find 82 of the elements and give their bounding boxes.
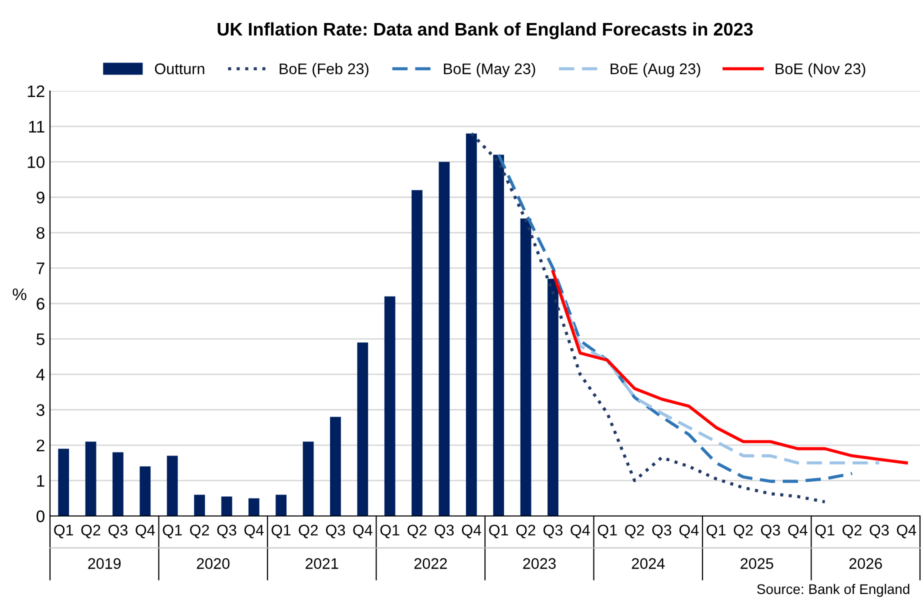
y-axis-title: % (12, 288, 26, 300)
bar (466, 134, 477, 516)
x-tick-label: Q2 (408, 524, 426, 538)
bar (548, 278, 558, 516)
x-tick-label: Q4 (679, 524, 699, 538)
bar (166, 456, 178, 516)
x-tick-label: Q1 (598, 524, 617, 538)
line-series (470, 132, 826, 504)
x-tick-label: Q1 (489, 524, 508, 538)
y-tick-label: 7 (36, 262, 44, 274)
x-tick-label: Q2 (842, 524, 862, 538)
legend-label: BoE (Feb 23) (280, 63, 368, 78)
y-tick-label: 1 (37, 475, 44, 487)
legend-label: BoE (May 23) (444, 63, 536, 78)
bar (112, 452, 124, 516)
bar (384, 296, 396, 516)
x-tick-label: Q2 (81, 524, 100, 538)
text: 2026 (849, 558, 882, 569)
bar (438, 162, 450, 516)
text: 2025 (740, 558, 774, 569)
x-tick-label: Q4 (788, 524, 808, 538)
x-tick-label: Q4 (570, 524, 590, 538)
x-tick-label: Q3 (326, 524, 345, 538)
text: 2020 (196, 558, 230, 569)
x-tick-label: Q1 (272, 524, 291, 538)
y-tick-label: 11 (29, 120, 44, 132)
x-tick-label: Q2 (190, 524, 209, 538)
source-note: Source: Bank of England (757, 584, 910, 597)
y-tick-label: 6 (36, 298, 44, 310)
x-tick-label: Q1 (706, 524, 726, 538)
y-tick-label: 4 (36, 368, 45, 380)
x-tick-label: Q1 (162, 524, 182, 538)
bar (194, 494, 205, 516)
text: 2019 (88, 558, 121, 569)
bar (276, 494, 287, 516)
x-tick-label: Q3 (652, 524, 672, 538)
legend-label: BoE (Aug 23) (610, 63, 700, 78)
y-tick-label: 9 (36, 192, 44, 204)
x-tick-label: Q3 (108, 524, 128, 538)
x-tick-label: Q1 (380, 524, 400, 538)
bar (221, 496, 232, 516)
x-tick-label: Q3 (870, 524, 889, 538)
bar (493, 154, 504, 516)
y-tick-label: 2 (36, 440, 44, 452)
bar (412, 190, 422, 516)
x-tick-label: Q1 (815, 524, 834, 538)
text: 2021 (306, 558, 338, 569)
x-tick-label: Q3 (217, 524, 236, 538)
x-tick-label: Q2 (625, 524, 644, 538)
bar (248, 498, 260, 516)
bar (330, 416, 341, 516)
bar (302, 442, 314, 516)
x-tick-label: Q4 (896, 524, 916, 538)
x-tick-label: Q1 (54, 524, 74, 538)
x-tick-label: Q2 (734, 524, 753, 538)
bar (520, 218, 532, 516)
legend-label: Outturn (154, 63, 204, 74)
legend-label: BoE (Nov 23) (776, 63, 866, 78)
y-tick-label: 12 (28, 85, 44, 98)
x-tick-label: Q3 (434, 524, 454, 538)
y-tick-label: 0 (36, 510, 44, 522)
y-tick-label: 5 (36, 333, 44, 346)
bar (85, 442, 96, 516)
y-tick-label: 10 (28, 156, 44, 168)
x-tick-label: Q2 (516, 524, 536, 538)
y-tick-label: 8 (36, 227, 44, 239)
x-tick-label: Q3 (761, 524, 780, 538)
bar (140, 466, 151, 516)
x-tick-label: Q2 (298, 524, 318, 538)
x-tick-label: Q4 (353, 524, 372, 538)
bar (357, 342, 368, 516)
y-tick-label: 3 (36, 404, 44, 416)
x-tick-label: Q3 (544, 524, 562, 538)
x-tick-label: Q4 (244, 524, 264, 538)
chart-title: UK Inflation Rate: Data and Bank of England Forecasts in 2023 (218, 22, 753, 40)
line-series (497, 153, 854, 483)
bar (58, 448, 70, 516)
x-tick-label: Q4 (136, 524, 155, 538)
x-tick-label: Q4 (462, 524, 482, 538)
text: 2023 (523, 558, 556, 569)
text: 2022 (414, 558, 447, 569)
text: 2024 (632, 558, 665, 569)
